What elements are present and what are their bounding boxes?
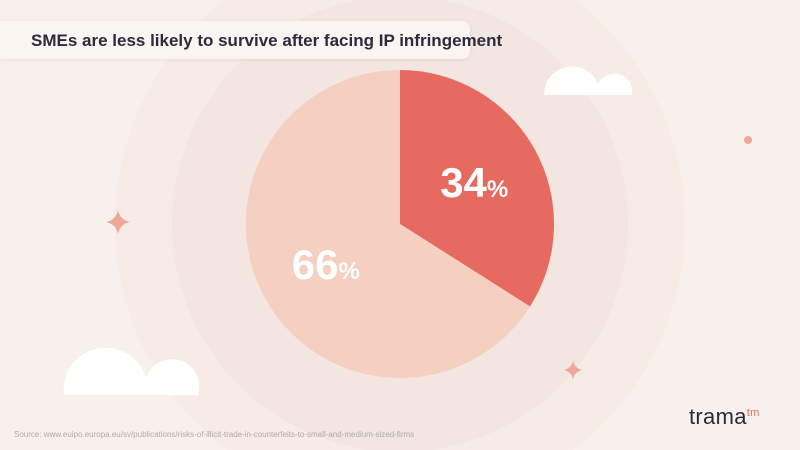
sparkle-icon [106, 210, 130, 234]
cloud-top-right [543, 66, 633, 95]
cloud-bottom-left [63, 347, 200, 395]
chart-title: SMEs are less likely to survive after fa… [31, 31, 503, 50]
source-note: Source: www.euipo.europa.eu/sv/publicati… [14, 430, 415, 439]
title-banner: SMEs are less likely to survive after fa… [0, 21, 502, 59]
trama-logo: tramatm [689, 404, 760, 430]
logo-text: trama [689, 404, 747, 429]
slice-label: 66% [292, 241, 360, 288]
dot-decor [744, 136, 752, 144]
pie-slice [400, 70, 554, 307]
slice-label: 34% [440, 159, 508, 206]
sparkle-icon [564, 360, 582, 380]
logo-mark: tm [746, 407, 760, 419]
pie-chart: 34% 66% [246, 70, 554, 378]
pie-slice [246, 70, 531, 378]
